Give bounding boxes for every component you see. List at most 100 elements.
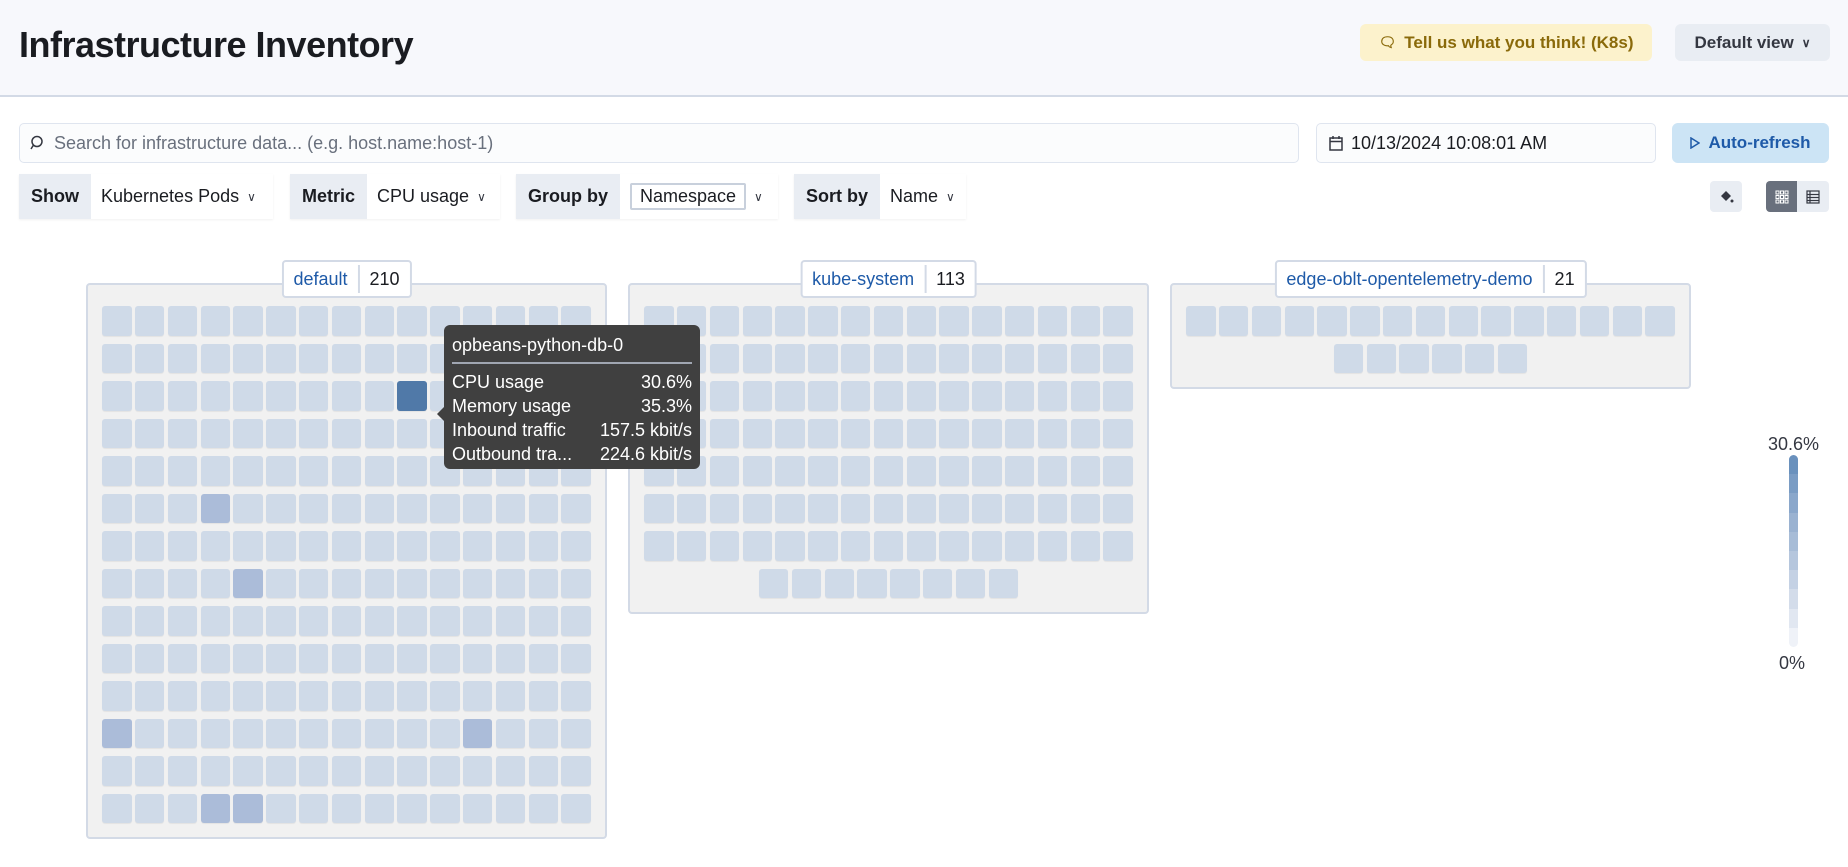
pod-tile[interactable]	[1645, 306, 1675, 336]
pod-tile[interactable]	[102, 681, 132, 711]
pod-tile[interactable]	[167, 681, 198, 711]
pod-tile[interactable]	[135, 418, 165, 448]
pod-tile[interactable]	[331, 756, 362, 786]
pod-tile[interactable]	[791, 568, 822, 598]
pod-tile[interactable]	[677, 493, 707, 523]
pod-tile[interactable]	[364, 418, 394, 448]
pod-tile[interactable]	[528, 793, 558, 823]
pod-tile[interactable]	[775, 343, 805, 373]
pod-tile[interactable]	[266, 568, 296, 598]
pod-tile[interactable]	[1284, 306, 1314, 336]
pod-tile[interactable]	[397, 756, 427, 786]
pod-tile[interactable]	[972, 456, 1002, 486]
pod-tile[interactable]	[233, 343, 263, 373]
pod-tile[interactable]	[167, 531, 198, 561]
pod-tile[interactable]	[102, 531, 132, 561]
pod-tile[interactable]	[1465, 343, 1495, 373]
pod-tile[interactable]	[561, 756, 591, 786]
pod-tile[interactable]	[972, 306, 1002, 336]
pod-tile[interactable]	[873, 306, 904, 336]
pod-tile[interactable]	[972, 343, 1002, 373]
pod-tile[interactable]	[102, 418, 132, 448]
pod-tile[interactable]	[266, 418, 296, 448]
pod-tile[interactable]	[1005, 493, 1035, 523]
pod-tile[interactable]	[808, 531, 838, 561]
pod-tile[interactable]	[561, 531, 591, 561]
pod-tile[interactable]	[528, 531, 558, 561]
pod-tile[interactable]	[561, 606, 591, 636]
pod-tile[interactable]	[364, 793, 394, 823]
pod-tile[interactable]	[906, 418, 936, 448]
pod-tile[interactable]	[167, 756, 198, 786]
pod-tile[interactable]	[364, 381, 394, 411]
pod-tile[interactable]	[200, 756, 230, 786]
pod-tile[interactable]	[528, 681, 558, 711]
pod-tile[interactable]	[200, 381, 230, 411]
pod-tile[interactable]	[430, 681, 460, 711]
pod-tile[interactable]	[1333, 343, 1364, 373]
group-by-filter[interactable]: Group by Namespace ∨	[516, 174, 778, 219]
pod-tile[interactable]	[1399, 343, 1429, 373]
pod-tile[interactable]	[397, 568, 427, 598]
pod-tile[interactable]	[397, 531, 427, 561]
pod-tile[interactable]	[167, 381, 198, 411]
pod-tile[interactable]	[742, 493, 772, 523]
pod-tile[interactable]	[1103, 531, 1133, 561]
pod-tile[interactable]	[742, 531, 772, 561]
pod-tile[interactable]	[1103, 306, 1133, 336]
pod-tile[interactable]	[364, 493, 394, 523]
pod-tile[interactable]	[331, 493, 362, 523]
pod-tile[interactable]	[397, 306, 427, 336]
pod-tile[interactable]	[1103, 493, 1133, 523]
pod-tile[interactable]	[233, 718, 263, 748]
pod-tile[interactable]	[1103, 456, 1133, 486]
pod-tile[interactable]	[1037, 531, 1068, 561]
pod-tile[interactable]	[495, 756, 526, 786]
pod-tile[interactable]	[775, 531, 805, 561]
date-picker[interactable]: 10/13/2024 10:08:01 AM	[1316, 123, 1656, 163]
pod-tile[interactable]	[102, 306, 132, 336]
group-name[interactable]: edge-oblt-opentelemetry-demo	[1276, 265, 1545, 293]
pod-tile[interactable]	[1070, 418, 1100, 448]
pod-tile[interactable]	[1317, 306, 1347, 336]
pod-tile[interactable]	[430, 493, 460, 523]
pod-tile[interactable]	[906, 343, 936, 373]
pod-tile[interactable]	[266, 606, 296, 636]
pod-tile[interactable]	[135, 606, 165, 636]
palette-button[interactable]	[1710, 181, 1742, 212]
pod-tile[interactable]	[331, 718, 362, 748]
pod-tile[interactable]	[939, 418, 969, 448]
pod-tile[interactable]	[463, 606, 493, 636]
pod-tile[interactable]	[102, 343, 132, 373]
pod-tile[interactable]	[1103, 343, 1133, 373]
pod-tile[interactable]	[742, 381, 772, 411]
pod-tile[interactable]	[528, 568, 558, 598]
pod-tile[interactable]	[1070, 306, 1100, 336]
pod-tile[interactable]	[1612, 306, 1642, 336]
feedback-button[interactable]: 🗨︎ Tell us what you think! (K8s)	[1360, 24, 1652, 61]
pod-tile[interactable]	[233, 493, 263, 523]
pod-tile[interactable]	[906, 456, 936, 486]
pod-tile[interactable]	[709, 381, 740, 411]
pod-tile[interactable]	[266, 643, 296, 673]
pod-tile[interactable]	[135, 456, 165, 486]
pod-tile[interactable]	[200, 643, 230, 673]
pod-tile[interactable]	[200, 606, 230, 636]
pod-tile[interactable]	[266, 343, 296, 373]
pod-tile[interactable]	[167, 493, 198, 523]
pod-tile[interactable]	[331, 306, 362, 336]
pod-tile[interactable]	[430, 756, 460, 786]
pod-tile[interactable]	[1383, 306, 1413, 336]
pod-tile[interactable]	[890, 568, 920, 598]
pod-tile[interactable]	[955, 568, 986, 598]
pod-tile[interactable]	[331, 643, 362, 673]
pod-tile[interactable]	[331, 681, 362, 711]
pod-tile[interactable]	[397, 381, 427, 411]
pod-tile[interactable]	[1005, 381, 1035, 411]
pod-tile[interactable]	[167, 306, 198, 336]
pod-tile[interactable]	[1037, 381, 1068, 411]
pod-tile[interactable]	[906, 531, 936, 561]
pod-tile[interactable]	[906, 306, 936, 336]
pod-tile[interactable]	[495, 493, 526, 523]
pod-tile[interactable]	[528, 756, 558, 786]
